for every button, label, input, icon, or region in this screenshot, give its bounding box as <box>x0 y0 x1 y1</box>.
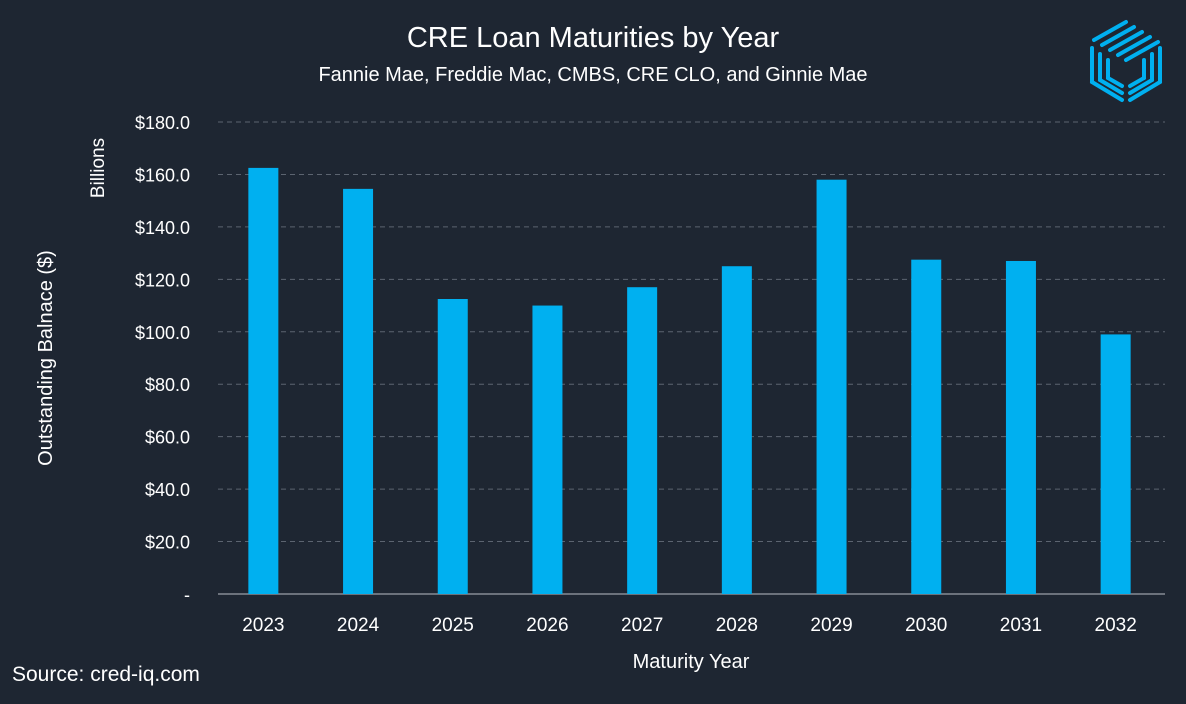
y-tick-label: $140.0 <box>135 218 190 238</box>
x-tick-label: 2031 <box>1000 615 1042 636</box>
y-tick-label: $60.0 <box>145 428 190 448</box>
y-axis-title: Outstanding Balnace ($) <box>35 250 57 466</box>
x-tick-label: 2024 <box>337 615 380 636</box>
y-tick-label: $160.0 <box>135 165 190 185</box>
y-unit-label: Billions <box>88 138 109 198</box>
bar <box>816 179 847 594</box>
x-tick-label: 2028 <box>716 615 758 636</box>
bar <box>437 299 468 594</box>
y-tick-label: $20.0 <box>145 533 190 553</box>
cube-stripes-logo-icon <box>1090 20 1162 102</box>
bar <box>627 287 658 594</box>
y-tick-label: $40.0 <box>145 480 190 500</box>
chart-title: CRE Loan Maturities by Year <box>406 22 780 54</box>
bar <box>532 305 563 594</box>
source-note: Source: cred-iq.com <box>12 663 200 686</box>
x-tick-label: 2029 <box>810 615 852 636</box>
x-tick-label: 2027 <box>621 615 663 636</box>
y-tick-label: $80.0 <box>145 375 190 395</box>
x-tick-label: 2030 <box>905 615 947 636</box>
y-tick-label: - <box>184 585 190 605</box>
y-tick-label: $120.0 <box>135 270 190 290</box>
y-tick-label: $100.0 <box>135 323 190 343</box>
x-tick-label: 2023 <box>242 615 284 636</box>
bar <box>343 188 374 594</box>
x-axis-title: Maturity Year <box>633 651 750 673</box>
chart-subtitle: Fannie Mae, Freddie Mac, CMBS, CRE CLO, … <box>318 64 868 86</box>
bar <box>1100 334 1131 594</box>
bar <box>248 167 279 594</box>
x-tick-label: 2032 <box>1095 615 1137 636</box>
bar <box>911 259 942 594</box>
y-tick-label: $180.0 <box>135 113 190 133</box>
bar <box>721 266 752 594</box>
x-tick-label: 2025 <box>432 615 474 636</box>
bar <box>1005 260 1036 594</box>
x-tick-label: 2026 <box>526 615 568 636</box>
